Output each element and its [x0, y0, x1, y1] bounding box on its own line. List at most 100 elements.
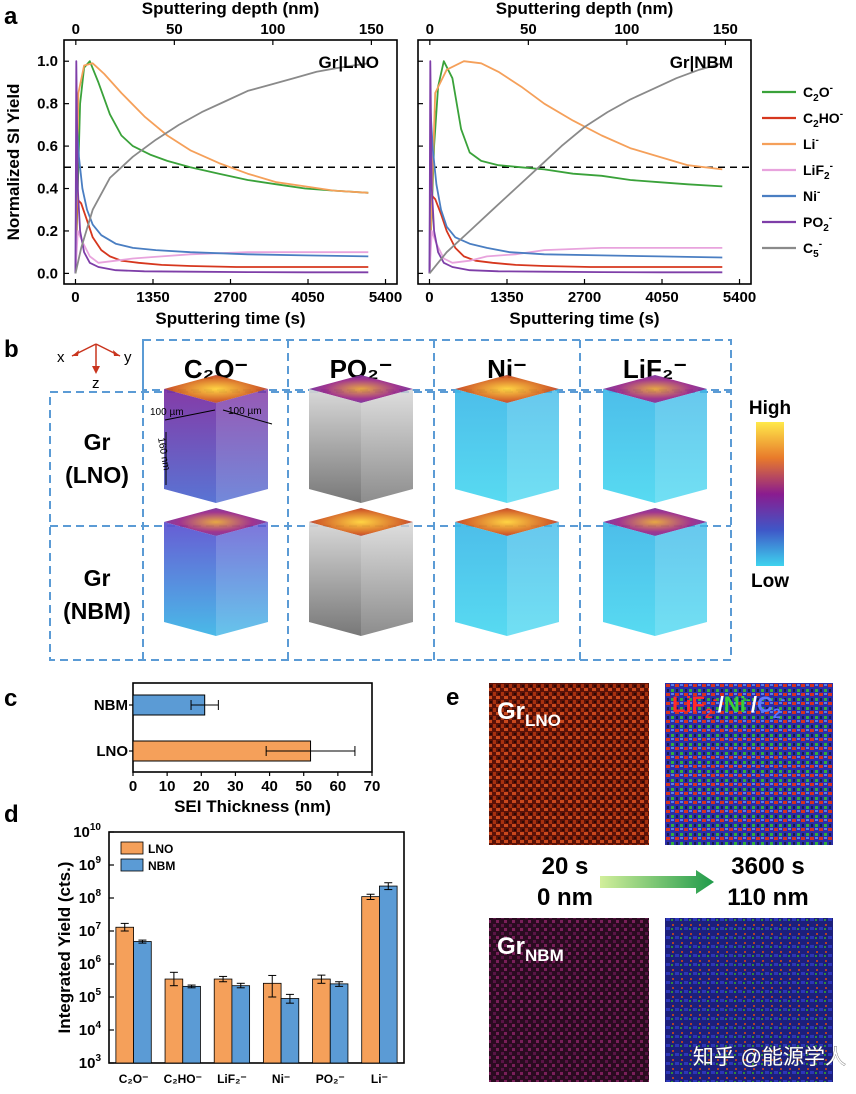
bar-NBM-0	[133, 941, 152, 1064]
a-left-ytick-label: 0.2	[37, 223, 58, 240]
cube-left-face	[603, 389, 655, 503]
cube-lno-po2	[309, 375, 413, 503]
image-nbm-end	[665, 918, 833, 1082]
row-header-lno-2: (LNO)	[65, 462, 129, 488]
cube-right-face	[507, 389, 559, 503]
a-right-xlabel: Sputtering time (s)	[509, 309, 659, 328]
image-lno-start	[489, 683, 649, 845]
row-header-nbm-1: Gr	[84, 565, 111, 591]
legend-swatch-NBM	[120, 858, 144, 872]
cube-right-face	[655, 389, 707, 503]
cube-nbm-lif2	[603, 508, 707, 636]
bar-NBM-5	[379, 885, 398, 1064]
a-right-xtick-label: 4050	[645, 289, 678, 306]
e-label-nbm: GrNBM	[497, 933, 564, 965]
chart-d-ytick-label: 108	[79, 888, 102, 907]
chart-d-ytick-label: 109	[79, 855, 102, 874]
cube-nbm-po2	[309, 508, 413, 636]
cube-left-face	[603, 522, 655, 636]
chart-c-xtick-label: 30	[227, 778, 244, 795]
row-headers: Gr (LNO) Gr (NBM)	[63, 429, 131, 624]
cube-right-face	[361, 389, 413, 503]
start-depth: 0 nm	[537, 884, 593, 911]
bar-LNO-0	[115, 926, 134, 1064]
a-left-ytick-label: 0.0	[37, 265, 58, 282]
chart-d-frame	[108, 831, 405, 1064]
chart-c-xtick-label: 60	[330, 778, 347, 795]
a-left-frame	[63, 39, 398, 285]
category-label-LNO: LNO	[96, 743, 128, 760]
category-label-NBM: NBM	[94, 697, 128, 714]
e-label-lno: GrLNO	[497, 698, 561, 730]
end-time: 3600 s	[731, 853, 804, 880]
legend-a: C2O- C2HO- Li- LiF2- Ni- PO2- C5-	[762, 83, 843, 260]
chart-c-xtick-label: 50	[295, 778, 312, 795]
a-left-xlabel: Sputtering time (s)	[155, 309, 305, 328]
image-lno-end	[665, 683, 833, 845]
cube-left-face	[309, 522, 361, 636]
chart-c-xtick-label: 70	[364, 778, 381, 795]
legend-label-LiF2-: LiF2-	[803, 161, 833, 182]
a-right-xtick-label: 2700	[568, 289, 601, 306]
start-time: 20 s	[542, 853, 589, 880]
bar-LNO-2	[213, 978, 233, 1064]
cube-left-face	[455, 389, 507, 503]
end-depth: 110 nm	[727, 884, 808, 911]
a-right-series-C2O-	[428, 60, 723, 274]
a-right-series-Li-	[428, 60, 723, 274]
panel-e-images: GrLNO GrNBM LiF2- /Ni- /C2-	[489, 683, 833, 1082]
legend-label-LNO: LNO	[148, 842, 173, 856]
legend-label-Li-: Li-	[803, 135, 819, 152]
cube-left-face	[164, 522, 216, 636]
chart-a-left: 0 1350 2700 4050 5400 0 50 100 150 Sputtering tim…	[4, 0, 402, 328]
axis-z-label: z	[92, 375, 100, 392]
colorbar-gradient	[756, 422, 784, 566]
a-left-xtick-label: 0	[71, 289, 79, 306]
cube-right-face	[216, 389, 268, 503]
bar-LNO-5	[361, 896, 380, 1064]
dim-w1: 100 µm	[150, 407, 184, 418]
a-right-x2tick-label: 150	[713, 21, 738, 38]
axis-x-label: x	[57, 349, 65, 366]
chart-d-ytick-label: 107	[79, 921, 102, 940]
a-right-series-C2HO-	[428, 193, 723, 274]
a-right-x2tick-label: 50	[520, 21, 537, 38]
legend-swatch-LNO	[120, 841, 144, 855]
chart-d-category-label: C₂HO⁻	[164, 1072, 202, 1086]
legend-label-Ni-: Ni-	[803, 187, 820, 204]
cubes	[164, 375, 707, 636]
a-right-x2tick-label: 100	[614, 21, 639, 38]
legend-label-C5-: C5-	[803, 239, 822, 260]
legend-label-C2O-: C2O-	[803, 83, 833, 104]
legend-label-NBM: NBM	[148, 859, 175, 873]
chart-d-ytick-label: 104	[79, 1020, 102, 1039]
cube-nbm-ni	[455, 508, 559, 636]
legend-label-PO2-: PO2-	[803, 213, 832, 234]
colorbar-high: High	[749, 398, 791, 419]
chart-d-ytick-label: 103	[79, 1053, 102, 1072]
axis-triad: x y z	[57, 343, 132, 392]
chart-c-xtick-label: 40	[261, 778, 278, 795]
a-left-x2label: Sputtering depth (nm)	[142, 0, 320, 18]
e-overlay-legend: LiF2- /Ni- /C2-	[672, 691, 786, 721]
panel-label-e: e	[446, 684, 459, 711]
watermark: 知乎 @能源学人	[693, 1046, 846, 1069]
a-left-x2tick-label: 100	[260, 21, 285, 38]
a-left-ylabel: Normalized SI Yield	[4, 84, 23, 241]
row-header-lno-1: Gr	[84, 429, 111, 455]
a-right-x2label: Sputtering depth (nm)	[496, 0, 674, 18]
a-left-xtick-label: 4050	[291, 289, 324, 306]
chart-c-xtick-label: 10	[159, 778, 176, 795]
a-left-x2tick-label: 0	[72, 21, 80, 38]
image-nbm-start	[489, 918, 649, 1082]
chart-d: 103 104 105 106 107 108 109 1010 Integrated Yiel…	[55, 822, 405, 1086]
a-left-x2tick-label: 150	[359, 21, 384, 38]
panel-label-d: d	[4, 801, 19, 828]
chart-c-xlabel: SEI Thickness (nm)	[174, 797, 331, 816]
chart-c-xtick-label: 0	[129, 778, 137, 795]
a-left-series-C5-	[74, 62, 369, 274]
chart-d-ytick-label: 1010	[73, 822, 101, 841]
a-right-xtick-label: 0	[425, 289, 433, 306]
chart-d-ytick-label: 105	[79, 987, 102, 1006]
chart-d-category-label: C₂O⁻	[119, 1072, 149, 1086]
